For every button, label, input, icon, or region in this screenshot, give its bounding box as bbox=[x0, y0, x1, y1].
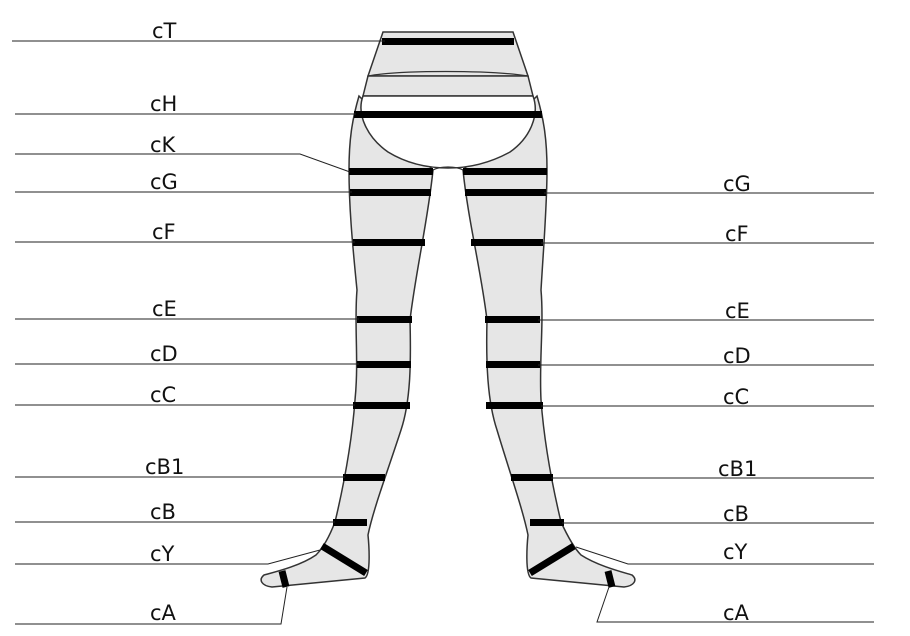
band-cB-right bbox=[530, 519, 564, 526]
band-cY-left bbox=[320, 543, 368, 576]
label-cF-left: cF bbox=[152, 220, 176, 244]
label-cB1-right: cB1 bbox=[718, 457, 757, 481]
label-cD-left: cD bbox=[150, 342, 178, 366]
band-cC-right bbox=[486, 402, 543, 409]
leader-cY-right bbox=[575, 546, 874, 565]
left-leg bbox=[260, 94, 434, 588]
label-cY-left: cY bbox=[150, 542, 175, 566]
band-cB-left bbox=[333, 519, 367, 526]
label-cK-left: cK bbox=[150, 133, 177, 157]
band-cG-left bbox=[350, 189, 431, 196]
label-cC-left: cC bbox=[150, 383, 176, 407]
crotch-seam bbox=[432, 166, 464, 171]
leader-lines-left bbox=[12, 40, 385, 625]
measurement-bands bbox=[278, 38, 616, 588]
band-cC-left bbox=[353, 402, 410, 409]
band-cD-right bbox=[486, 361, 540, 368]
label-cB1-left: cB1 bbox=[145, 455, 184, 479]
label-cB-right: cB bbox=[723, 502, 749, 526]
label-cD-right: cD bbox=[723, 344, 751, 368]
label-cG-right: cG bbox=[723, 172, 751, 196]
band-cK-left bbox=[349, 168, 433, 175]
leader-cA-right bbox=[596, 586, 874, 623]
leader-lines-right bbox=[538, 192, 874, 623]
band-cD-left bbox=[357, 361, 411, 368]
label-cA-right: cA bbox=[723, 601, 750, 625]
right-leg bbox=[462, 94, 636, 588]
band-cG-right bbox=[465, 189, 546, 196]
band-cA-right bbox=[604, 570, 616, 588]
band-cF-right bbox=[471, 239, 543, 246]
labels-left: cT cH cK cG cF cE cD cC cB1 cB cY cA bbox=[145, 19, 184, 625]
label-cE-left: cE bbox=[152, 297, 177, 321]
band-cF-left bbox=[353, 239, 425, 246]
band-cE-right bbox=[485, 316, 540, 323]
label-cY-right: cY bbox=[723, 540, 748, 564]
hip-panel bbox=[362, 75, 534, 97]
label-cG-left: cG bbox=[150, 170, 178, 194]
label-cC-right: cC bbox=[723, 385, 749, 409]
band-cA-left bbox=[278, 570, 290, 588]
leader-cK-left bbox=[15, 153, 351, 173]
label-cF-right: cF bbox=[725, 222, 749, 246]
leader-cA-left bbox=[15, 586, 288, 625]
labels-right: cG cF cE cD cC cB1 cB cY cA bbox=[718, 172, 757, 625]
leader-cY-left bbox=[15, 549, 321, 565]
band-cK-right bbox=[463, 168, 547, 175]
label-cA-left: cA bbox=[150, 601, 177, 625]
seam-curve bbox=[367, 70, 529, 77]
band-cB1-left bbox=[343, 474, 385, 481]
band-cY-right bbox=[528, 543, 576, 576]
band-cE-left bbox=[357, 316, 412, 323]
label-cH-left: cH bbox=[150, 92, 177, 116]
label-cE-right: cE bbox=[725, 299, 750, 323]
label-cT-left: cT bbox=[152, 19, 177, 43]
band-cH bbox=[354, 111, 542, 118]
band-cT bbox=[382, 38, 514, 45]
label-cB-left: cB bbox=[150, 500, 176, 524]
band-cB1-right bbox=[511, 474, 553, 481]
